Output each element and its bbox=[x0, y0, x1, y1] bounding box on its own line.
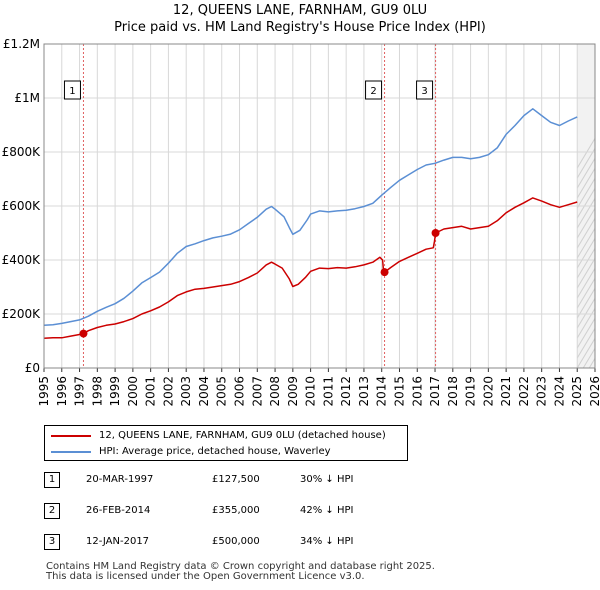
x-tick-label: 2005 bbox=[215, 376, 229, 407]
x-tick-label: 2000 bbox=[126, 376, 140, 407]
x-tick-label: 2025 bbox=[570, 376, 584, 407]
x-tick-label: 2021 bbox=[499, 376, 513, 407]
x-tick-label: 1999 bbox=[108, 376, 122, 407]
transaction-hpi-diff: 34% ↓ HPI bbox=[300, 536, 354, 547]
y-tick-label: £800K bbox=[2, 145, 42, 159]
table-row: 3 12-JAN-2017 £500,000 34% ↓ HPI bbox=[44, 534, 444, 554]
x-tick-label: 1998 bbox=[90, 376, 104, 407]
x-tick-label: 2023 bbox=[535, 376, 549, 407]
property-price-line bbox=[43, 197, 578, 340]
chart-subtitle: Price paid vs. HM Land Registry's House … bbox=[114, 20, 486, 35]
x-tick-label: 2004 bbox=[197, 376, 211, 407]
y-tick-label: £600K bbox=[2, 199, 42, 213]
table-row: 1 20-MAR-1997 £127,500 30% ↓ HPI bbox=[44, 472, 444, 492]
y-tick-label: £400K bbox=[2, 253, 42, 267]
x-tick-label: 2003 bbox=[179, 376, 193, 407]
y-tick-label: £200K bbox=[2, 307, 42, 321]
x-tick-label: 2008 bbox=[268, 376, 282, 407]
sale-number-box bbox=[63, 80, 81, 100]
x-tick-label: 2022 bbox=[517, 376, 531, 407]
x-tick-label: 2011 bbox=[321, 376, 335, 407]
price-chart: 12, QUEENS LANE, FARNHAM, GU9 0LU Price … bbox=[2, 3, 600, 407]
sale-point bbox=[380, 268, 389, 277]
x-tick-label: 2026 bbox=[588, 376, 600, 407]
footer-attribution: Contains HM Land Registry data © Crown c… bbox=[46, 562, 435, 582]
y-tick-label: £0 bbox=[25, 361, 40, 375]
chart-title: 12, QUEENS LANE, FARNHAM, GU9 0LU bbox=[173, 3, 427, 18]
x-tick-label: 1997 bbox=[73, 376, 87, 407]
sale-number-box bbox=[416, 80, 434, 100]
legend-swatch-property bbox=[51, 435, 91, 437]
x-tick-label: 2012 bbox=[339, 376, 353, 407]
x-tick-label: 2020 bbox=[481, 376, 495, 407]
x-tick-label: 1995 bbox=[37, 376, 51, 407]
transaction-number: 1 bbox=[44, 472, 60, 488]
transaction-price: £500,000 bbox=[212, 536, 260, 547]
legend-swatch-hpi bbox=[51, 451, 91, 453]
transaction-price: £127,500 bbox=[212, 474, 260, 485]
transaction-number: 2 bbox=[44, 503, 60, 519]
sale-point bbox=[79, 329, 88, 338]
x-tick-label: 2002 bbox=[161, 376, 175, 407]
x-tick-label: 2016 bbox=[410, 376, 424, 407]
x-tick-label: 2014 bbox=[375, 376, 389, 407]
x-tick-label: 2001 bbox=[144, 376, 158, 407]
transaction-number: 3 bbox=[44, 534, 60, 550]
y-tick-label: £1M bbox=[14, 91, 40, 105]
x-tick-label: 2018 bbox=[446, 376, 460, 407]
hatch-line bbox=[594, 367, 596, 368]
x-tick-label: 2013 bbox=[357, 376, 371, 407]
table-row: 2 26-FEB-2014 £355,000 42% ↓ HPI bbox=[44, 503, 444, 523]
x-tick-label: 2009 bbox=[286, 376, 300, 407]
sale-number-label: 2 bbox=[370, 86, 376, 97]
sale-number-label: 3 bbox=[421, 86, 427, 97]
hpi-line bbox=[43, 108, 578, 327]
footer-line-2: This data is licensed under the Open Gov… bbox=[46, 571, 365, 582]
x-tick-label: 2010 bbox=[304, 376, 318, 407]
legend: 12, QUEENS LANE, FARNHAM, GU9 0LU (detac… bbox=[44, 425, 408, 461]
y-tick-label: £1.2M bbox=[3, 37, 40, 51]
sale-point bbox=[431, 229, 440, 237]
x-tick-label: 2007 bbox=[250, 376, 264, 407]
x-tick-label: 2024 bbox=[552, 376, 566, 407]
x-tick-label: 1996 bbox=[55, 376, 69, 407]
footer-line-1: Contains HM Land Registry data © Crown c… bbox=[46, 561, 435, 572]
legend-label-property: 12, QUEENS LANE, FARNHAM, GU9 0LU (detac… bbox=[99, 430, 386, 441]
transaction-hpi-diff: 30% ↓ HPI bbox=[300, 474, 354, 485]
x-tick-label: 2017 bbox=[428, 376, 442, 407]
transaction-price: £355,000 bbox=[212, 505, 260, 516]
sale-number-label: 1 bbox=[69, 86, 75, 97]
transaction-date: 20-MAR-1997 bbox=[86, 474, 154, 485]
plot-border bbox=[43, 43, 596, 369]
legend-label-hpi: HPI: Average price, detached house, Wave… bbox=[99, 446, 331, 457]
transaction-date: 26-FEB-2014 bbox=[86, 505, 151, 516]
x-tick-label: 2006 bbox=[233, 376, 247, 407]
x-tick-label: 2019 bbox=[464, 376, 478, 407]
transaction-date: 12-JAN-2017 bbox=[86, 536, 150, 547]
sale-number-box bbox=[365, 80, 383, 100]
transaction-hpi-diff: 42% ↓ HPI bbox=[300, 505, 354, 516]
x-tick-label: 2015 bbox=[392, 376, 406, 407]
